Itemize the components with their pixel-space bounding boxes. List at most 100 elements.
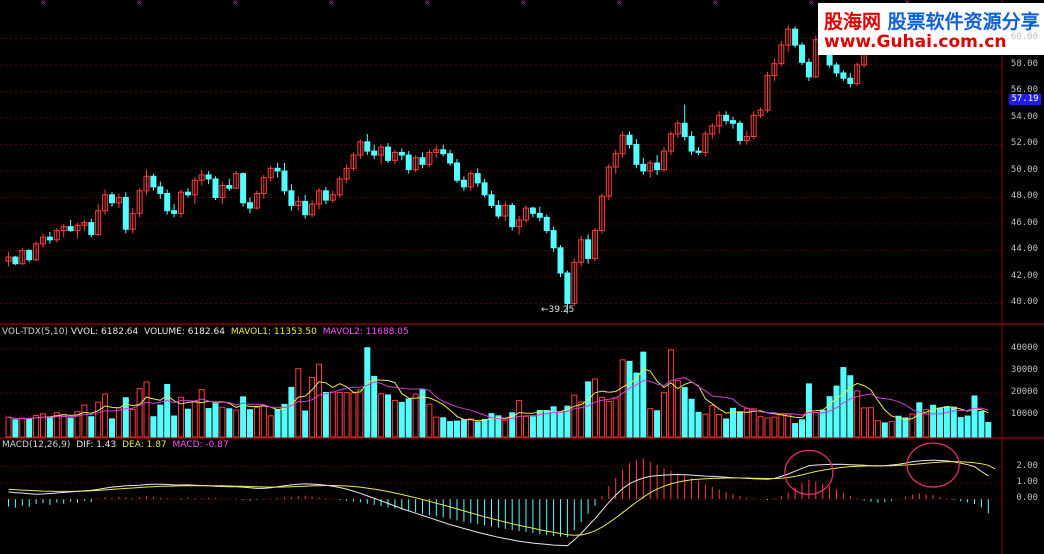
- volume-bar: [612, 397, 619, 438]
- candle-down: [654, 162, 661, 171]
- candle-up: [854, 64, 861, 85]
- top-marker: ×: [808, 0, 815, 7]
- volume-bar: [129, 408, 136, 438]
- watermark-site-a: 股海网: [824, 11, 882, 33]
- volume-bar: [481, 418, 488, 438]
- volume-bar: [723, 418, 730, 438]
- volume-bar: [881, 422, 888, 438]
- candle-up: [592, 230, 598, 259]
- volume-bar: [523, 415, 529, 438]
- volume-bar: [357, 389, 364, 438]
- mavol2-value: MAVOL2: 11688.05: [322, 327, 409, 337]
- volume-bar: [605, 401, 612, 438]
- volume-bar: [550, 406, 557, 438]
- volume-bar: [536, 410, 543, 438]
- watermark-site-b: 股票软件资源分享: [887, 11, 1040, 33]
- volume-bar: [812, 412, 819, 438]
- candle-up: [812, 39, 819, 78]
- volume-bar: [157, 404, 164, 438]
- volume-bar: [378, 393, 385, 438]
- volume-bar: [640, 351, 647, 438]
- candle-down: [226, 185, 233, 189]
- volume-bar: [240, 396, 247, 438]
- volume-bar: [978, 410, 985, 438]
- volume-bar: [102, 393, 109, 438]
- candle-down: [150, 175, 157, 188]
- vol-indicator-name[interactable]: VOL-TDX(5,10): [2, 327, 69, 337]
- volume-bar: [833, 385, 840, 438]
- volume-bar: [398, 401, 405, 438]
- volume-bar: [164, 384, 171, 438]
- candle-down: [833, 64, 840, 74]
- candle-up: [578, 239, 585, 263]
- volume-bar: [702, 413, 709, 438]
- volume-bar: [585, 381, 592, 438]
- candle-up: [502, 204, 509, 217]
- volume-bar: [785, 413, 792, 438]
- volume-bar: [150, 416, 157, 438]
- candle-down: [157, 186, 164, 194]
- candle-down: [557, 247, 564, 274]
- volume-bar: [778, 413, 785, 438]
- candle-up: [219, 185, 226, 198]
- candle-down: [495, 204, 502, 217]
- volume-bar: [329, 391, 336, 438]
- volume-bar: [136, 388, 143, 438]
- candle-up: [757, 109, 764, 116]
- candle-down: [171, 210, 178, 214]
- volume-bar: [184, 408, 191, 438]
- candle-down: [440, 149, 447, 155]
- macd-tick-label: 2.00: [1016, 460, 1038, 471]
- candle-up: [40, 236, 46, 245]
- candle-down: [799, 44, 805, 63]
- volume-bar: [571, 394, 578, 438]
- volume-bar: [909, 413, 916, 438]
- candle-up: [102, 194, 109, 212]
- dif-line: [8, 459, 989, 547]
- volume-bar: [943, 406, 950, 438]
- volume-bar: [198, 389, 205, 438]
- candle-up: [309, 203, 316, 216]
- mavol1-line: [8, 368, 989, 422]
- candle-up: [329, 194, 336, 201]
- price-tick-label: 60.00: [1010, 32, 1038, 43]
- price-tick-label: 56.00: [1010, 85, 1038, 96]
- vvol-value: VVOL: 6182.64: [70, 327, 139, 337]
- volume-bar: [88, 416, 95, 438]
- candle-down: [633, 143, 640, 165]
- macd-indicator-name[interactable]: MACD(12,26,9): [2, 440, 71, 450]
- candle-down: [730, 120, 736, 124]
- price-tick-label: 44.00: [1010, 244, 1038, 255]
- candle-up: [316, 190, 322, 205]
- volume-bar: [709, 404, 716, 438]
- dea-line: [8, 461, 996, 536]
- candle-up: [412, 157, 419, 171]
- candle-up: [433, 149, 440, 153]
- candle-up: [178, 191, 184, 214]
- volume-bar: [426, 403, 433, 438]
- volume-bar: [226, 408, 233, 438]
- volume-bar: [957, 417, 964, 438]
- candle-down: [371, 150, 378, 156]
- candle-down: [585, 239, 592, 259]
- candle-up: [467, 173, 474, 188]
- candle-down: [164, 192, 171, 212]
- volume-bar: [868, 407, 874, 438]
- price-tick-label: 52.00: [1010, 138, 1038, 149]
- volume-bar: [405, 398, 412, 438]
- candle-up: [5, 256, 12, 262]
- volume-bar: [923, 408, 930, 438]
- candle-up: [53, 230, 60, 241]
- candle-up: [743, 136, 750, 141]
- volume-bar: [288, 386, 295, 438]
- volume-bar: [391, 399, 398, 438]
- candle-up: [750, 114, 757, 138]
- candle-down: [247, 202, 253, 209]
- candle-down: [274, 167, 281, 172]
- top-marker: ×: [520, 0, 527, 7]
- dea-value: DEA: 1.87: [122, 440, 167, 450]
- highlight-circle: [784, 449, 834, 495]
- volume-bar: [626, 360, 633, 438]
- price-tick-label: 58.00: [1010, 58, 1038, 69]
- candle-up: [709, 125, 716, 135]
